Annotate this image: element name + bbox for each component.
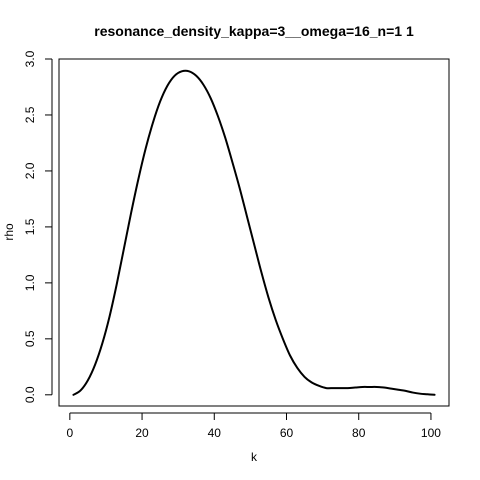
x-axis: 0 20 40 60 80 100 [66,412,441,440]
x-tick-label: 0 [66,426,73,440]
y-tick-label: 1.0 [23,274,37,291]
y-axis: 0.0 0.5 1.0 1.5 2.0 2.5 3.0 [23,50,53,403]
y-axis-label: rho [2,223,16,241]
y-tick-label: 1.5 [23,218,37,235]
x-tick-label: 80 [352,426,366,440]
y-tick-label: 3.0 [23,50,37,67]
x-tick-label: 100 [421,426,441,440]
y-tick-label: 2.5 [23,106,37,123]
y-tick-label: 0.0 [23,386,37,403]
series-layer [72,69,436,396]
plot-frame [58,58,450,407]
y-tick-label: 0.5 [23,330,37,347]
chart-title: resonance_density_kappa=3__omega=16_n=1 … [94,23,414,39]
y-tick-label: 2.0 [23,162,37,179]
x-tick-label: 60 [280,426,294,440]
x-tick-label: 20 [135,426,149,440]
x-tick-label: 40 [208,426,222,440]
series-line [72,69,436,396]
x-axis-label: k [251,450,258,464]
